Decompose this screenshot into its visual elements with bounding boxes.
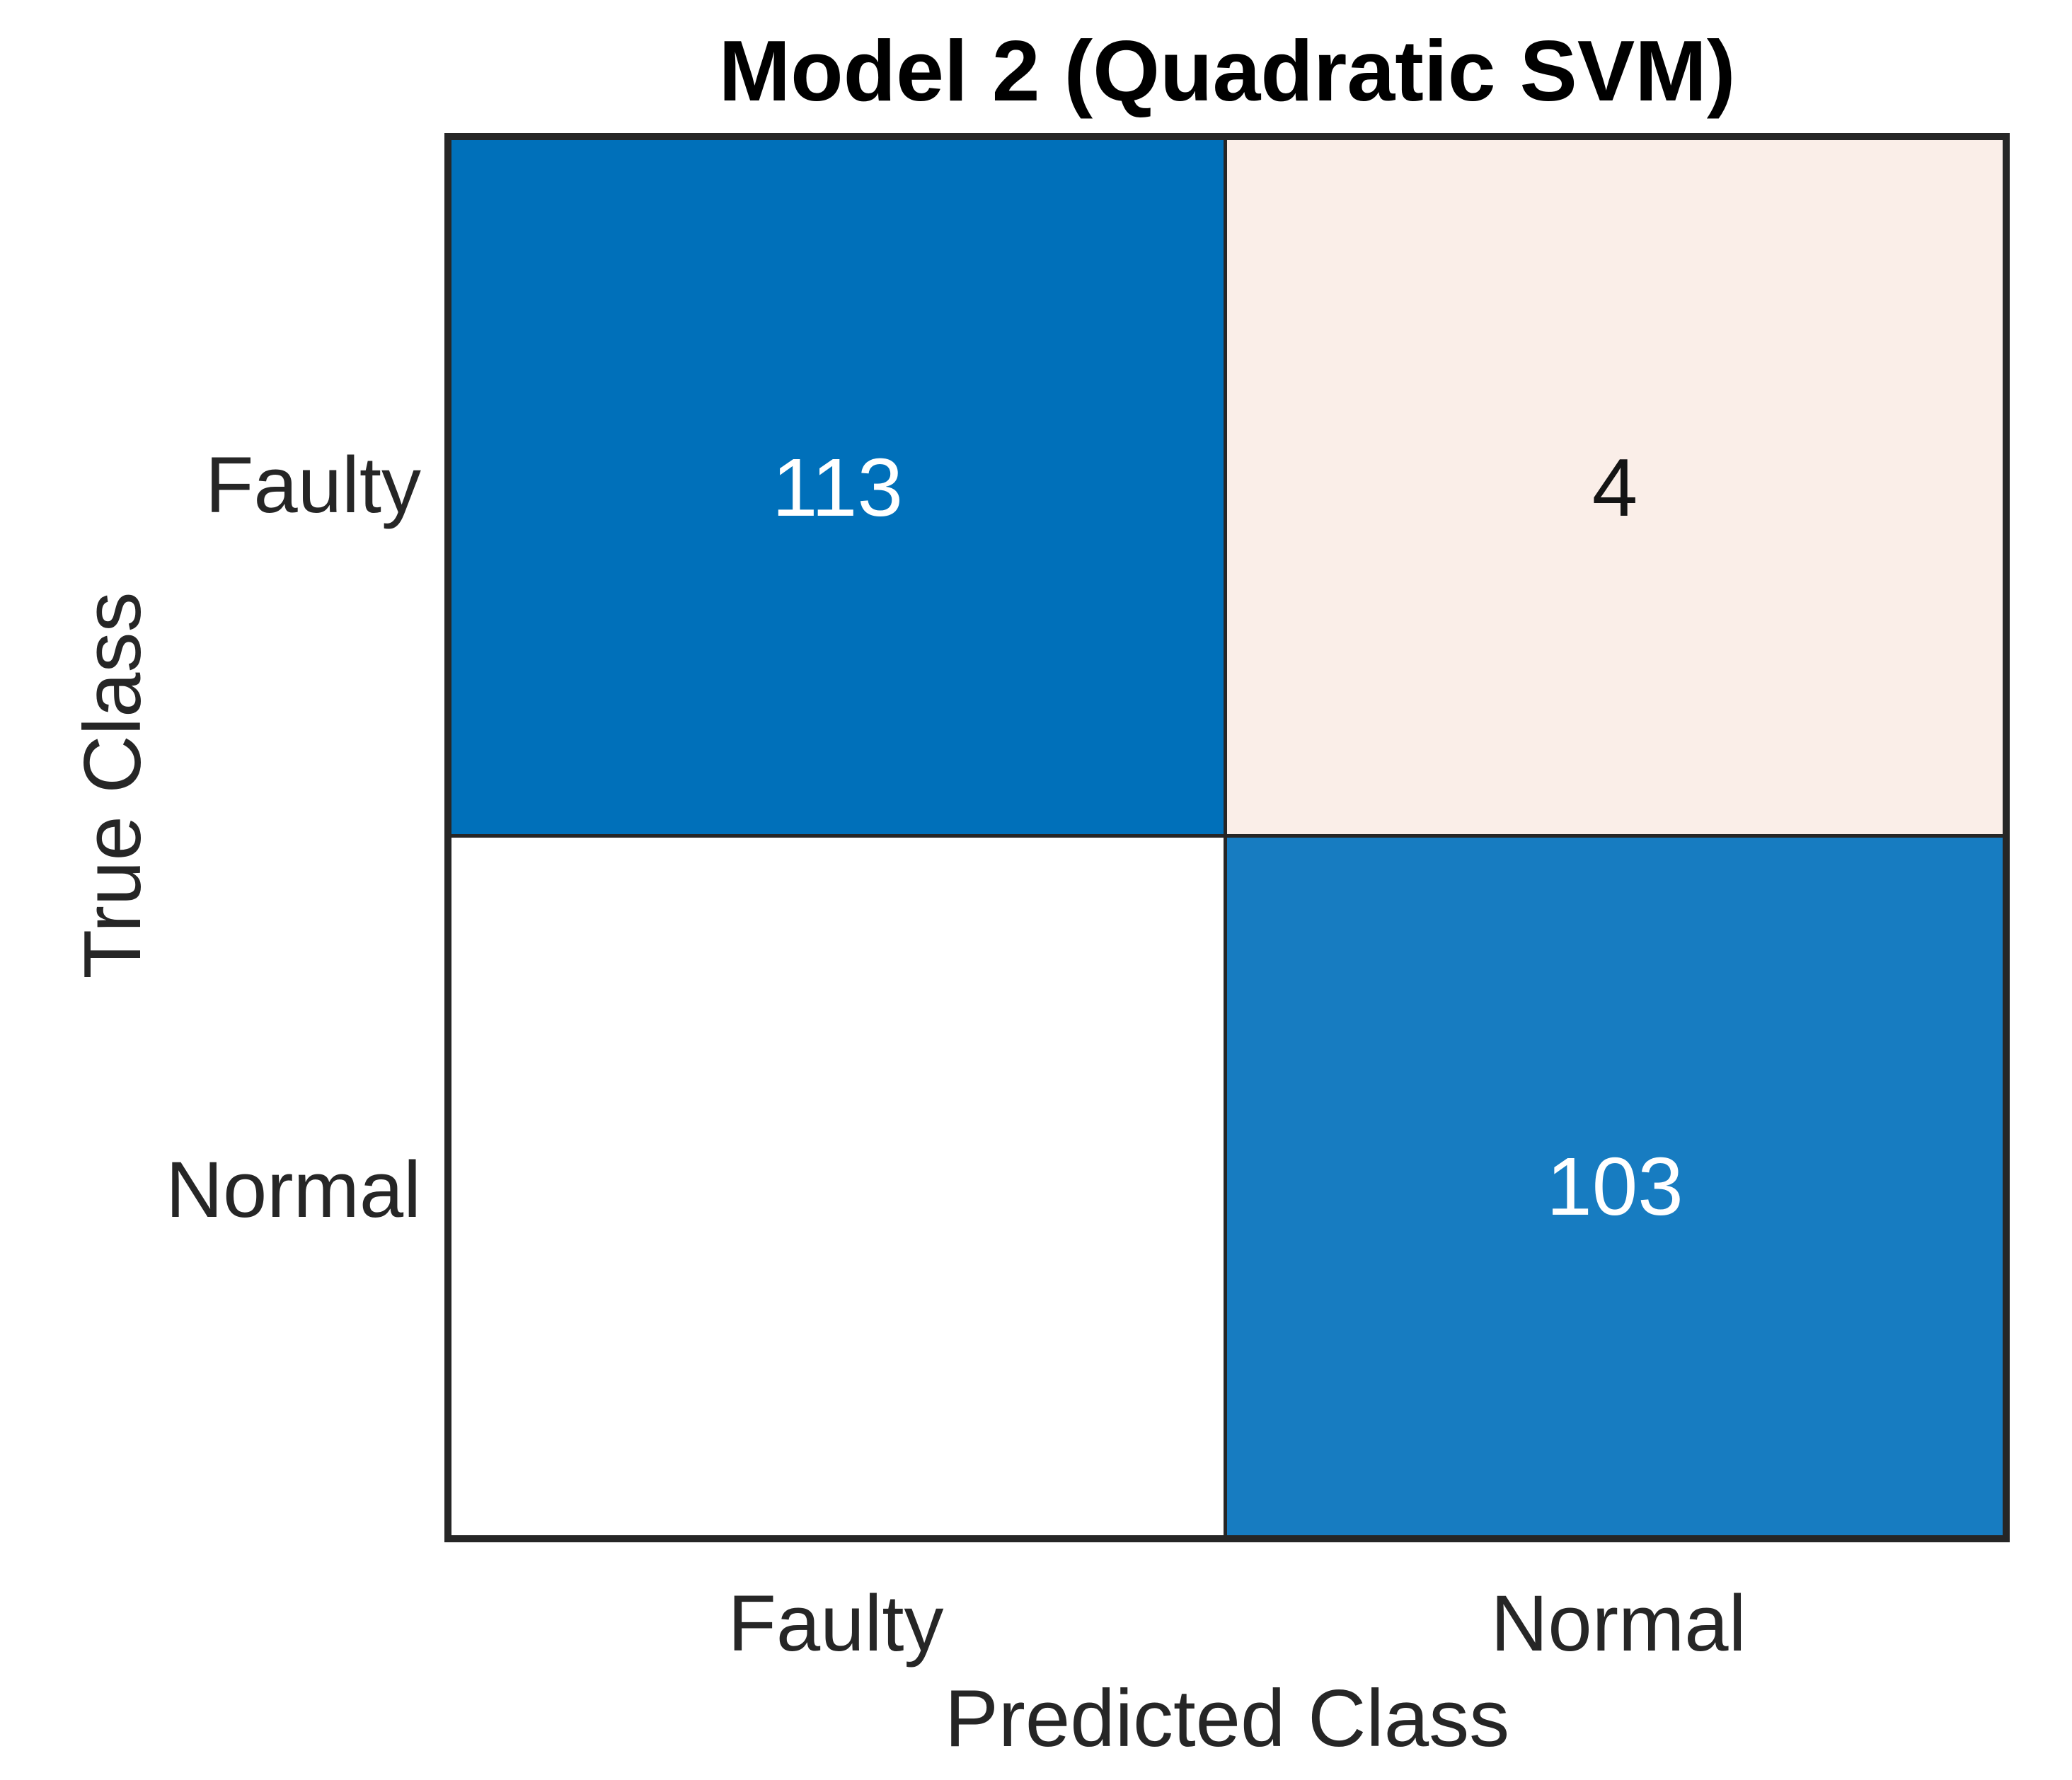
matrix-cell-true-faulty-pred-faulty: 113 [451,140,1227,838]
matrix-cell-true-faulty-pred-normal: 4 [1227,140,2003,838]
x-tick-label-normal: Normal [1490,1579,1746,1668]
cell-value-true-normal-pred-normal: 103 [1546,1140,1684,1232]
matrix-cell-true-normal-pred-normal: 103 [1227,838,2003,1535]
cell-value-true-faulty-pred-faulty: 113 [772,441,903,533]
matrix-plot-area: 113 4 103 [444,133,2010,1542]
y-tick-label-normal: Normal [166,1145,421,1234]
y-tick-label-faulty: Faulty [205,441,421,529]
chart-title: Model 2 (Quadratic SVM) [718,23,1736,119]
x-tick-label-faulty: Faulty [727,1579,944,1668]
x-axis-label: Predicted Class [944,1674,1510,1764]
matrix-cell-true-normal-pred-faulty [451,838,1227,1535]
cell-value-true-faulty-pred-normal: 4 [1592,441,1638,533]
